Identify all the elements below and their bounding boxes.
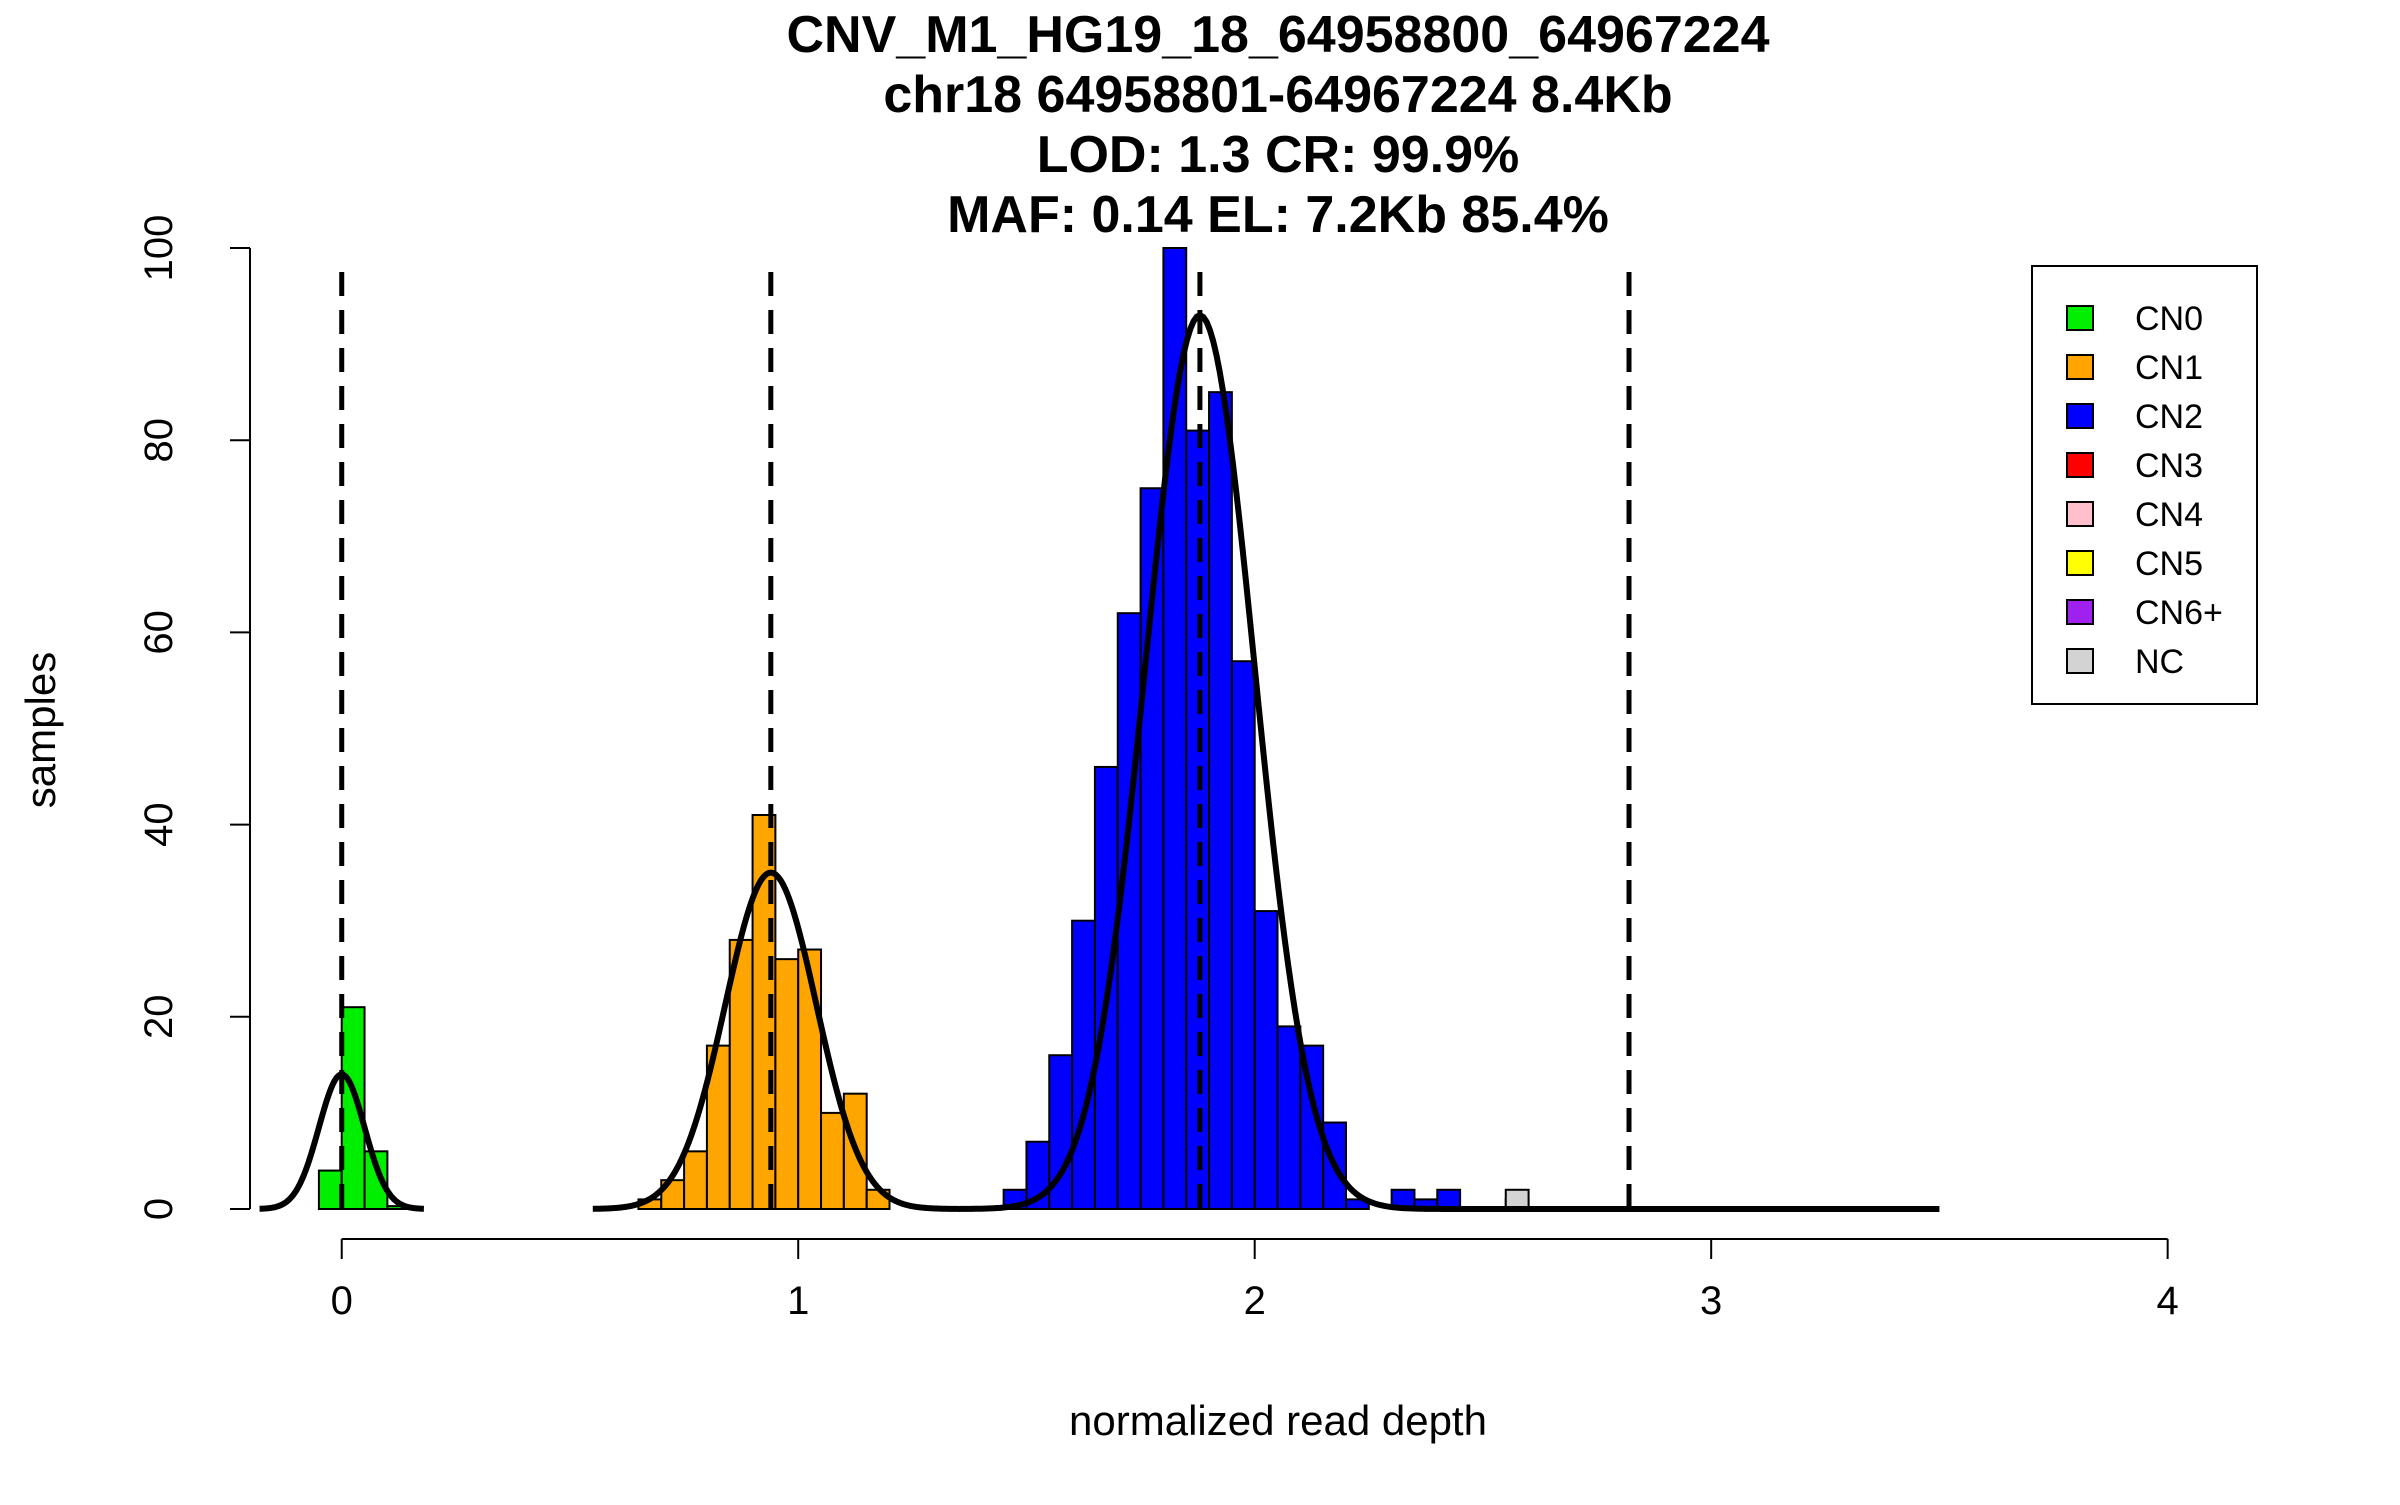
bar-cn2 — [1253, 910, 1279, 1211]
fitted-curve-3 — [957, 311, 1940, 1212]
legend-swatch-cn2 — [2066, 403, 2094, 429]
legend-label: NC — [2135, 643, 2184, 681]
bar-cn1 — [797, 948, 823, 1211]
x-tick-label: 3 — [1700, 1279, 1722, 1323]
legend-label: CN2 — [2135, 398, 2203, 436]
bar-cn1 — [774, 958, 800, 1211]
bar-cn2 — [1276, 1025, 1302, 1211]
x-tick-label: 2 — [1244, 1279, 1266, 1323]
copy-number-guides — [339, 272, 1632, 1209]
y-tick-label: 100 — [137, 215, 181, 282]
legend-label: CN1 — [2135, 349, 2203, 387]
bar-cn0 — [363, 1150, 389, 1210]
legend: CN0 CN1 CN2 CN3 CN4 CN5 CN6+ NC — [2031, 265, 2258, 705]
x-tick-label: 1 — [787, 1279, 809, 1323]
y-axis-label: samples — [17, 652, 64, 808]
x-tick-label: 4 — [2157, 1279, 2179, 1323]
bar-cn1 — [820, 1111, 845, 1211]
legend-label: CN0 — [2135, 300, 2203, 338]
fitted-curve-2 — [592, 869, 958, 1212]
y-tick-label: 0 — [137, 1198, 181, 1220]
title-line-2: chr18 64958801-64967224 8.4Kb — [883, 66, 1672, 124]
histogram-bars — [317, 247, 1530, 1211]
bar-cn2 — [1230, 660, 1256, 1210]
y-tick-label: 20 — [137, 995, 181, 1040]
y-tick-label: 40 — [137, 802, 181, 847]
chart-title: CNV_M1_HG19_18_64958800_64967224 chr18 6… — [786, 6, 1769, 244]
x-axis-label: normalized read depth — [1069, 1397, 1487, 1444]
legend-swatch-cn5 — [2066, 550, 2094, 576]
legend-swatch-nc — [2066, 648, 2094, 674]
legend-swatch-cn3 — [2066, 452, 2094, 478]
title-line-4: MAF: 0.14 EL: 7.2Kb 85.4% — [947, 186, 1609, 244]
title-line-1: CNV_M1_HG19_18_64958800_64967224 — [786, 6, 1769, 64]
legend-swatch-cn4 — [2066, 501, 2094, 527]
bar-cn1 — [683, 1150, 708, 1210]
legend-swatch-cn1 — [2066, 354, 2094, 380]
bar-cn2 — [1208, 391, 1233, 1210]
legend-label: CN5 — [2135, 545, 2203, 583]
legend-box — [2031, 265, 2258, 705]
x-tick-label: 0 — [331, 1279, 353, 1323]
legend-label: CN3 — [2135, 447, 2203, 485]
title-line-3: LOD: 1.3 CR: 99.9% — [1037, 126, 1520, 184]
y-tick-label: 80 — [137, 418, 181, 463]
legend-label: CN4 — [2135, 496, 2203, 534]
y-tick-label: 60 — [137, 610, 181, 655]
legend-swatch-cn0 — [2066, 305, 2094, 331]
bar-cn0 — [317, 1169, 343, 1211]
legend-swatch-cn6plus — [2066, 599, 2094, 625]
bar-cn2 — [1071, 919, 1096, 1210]
legend-label: CN6+ — [2135, 594, 2223, 632]
